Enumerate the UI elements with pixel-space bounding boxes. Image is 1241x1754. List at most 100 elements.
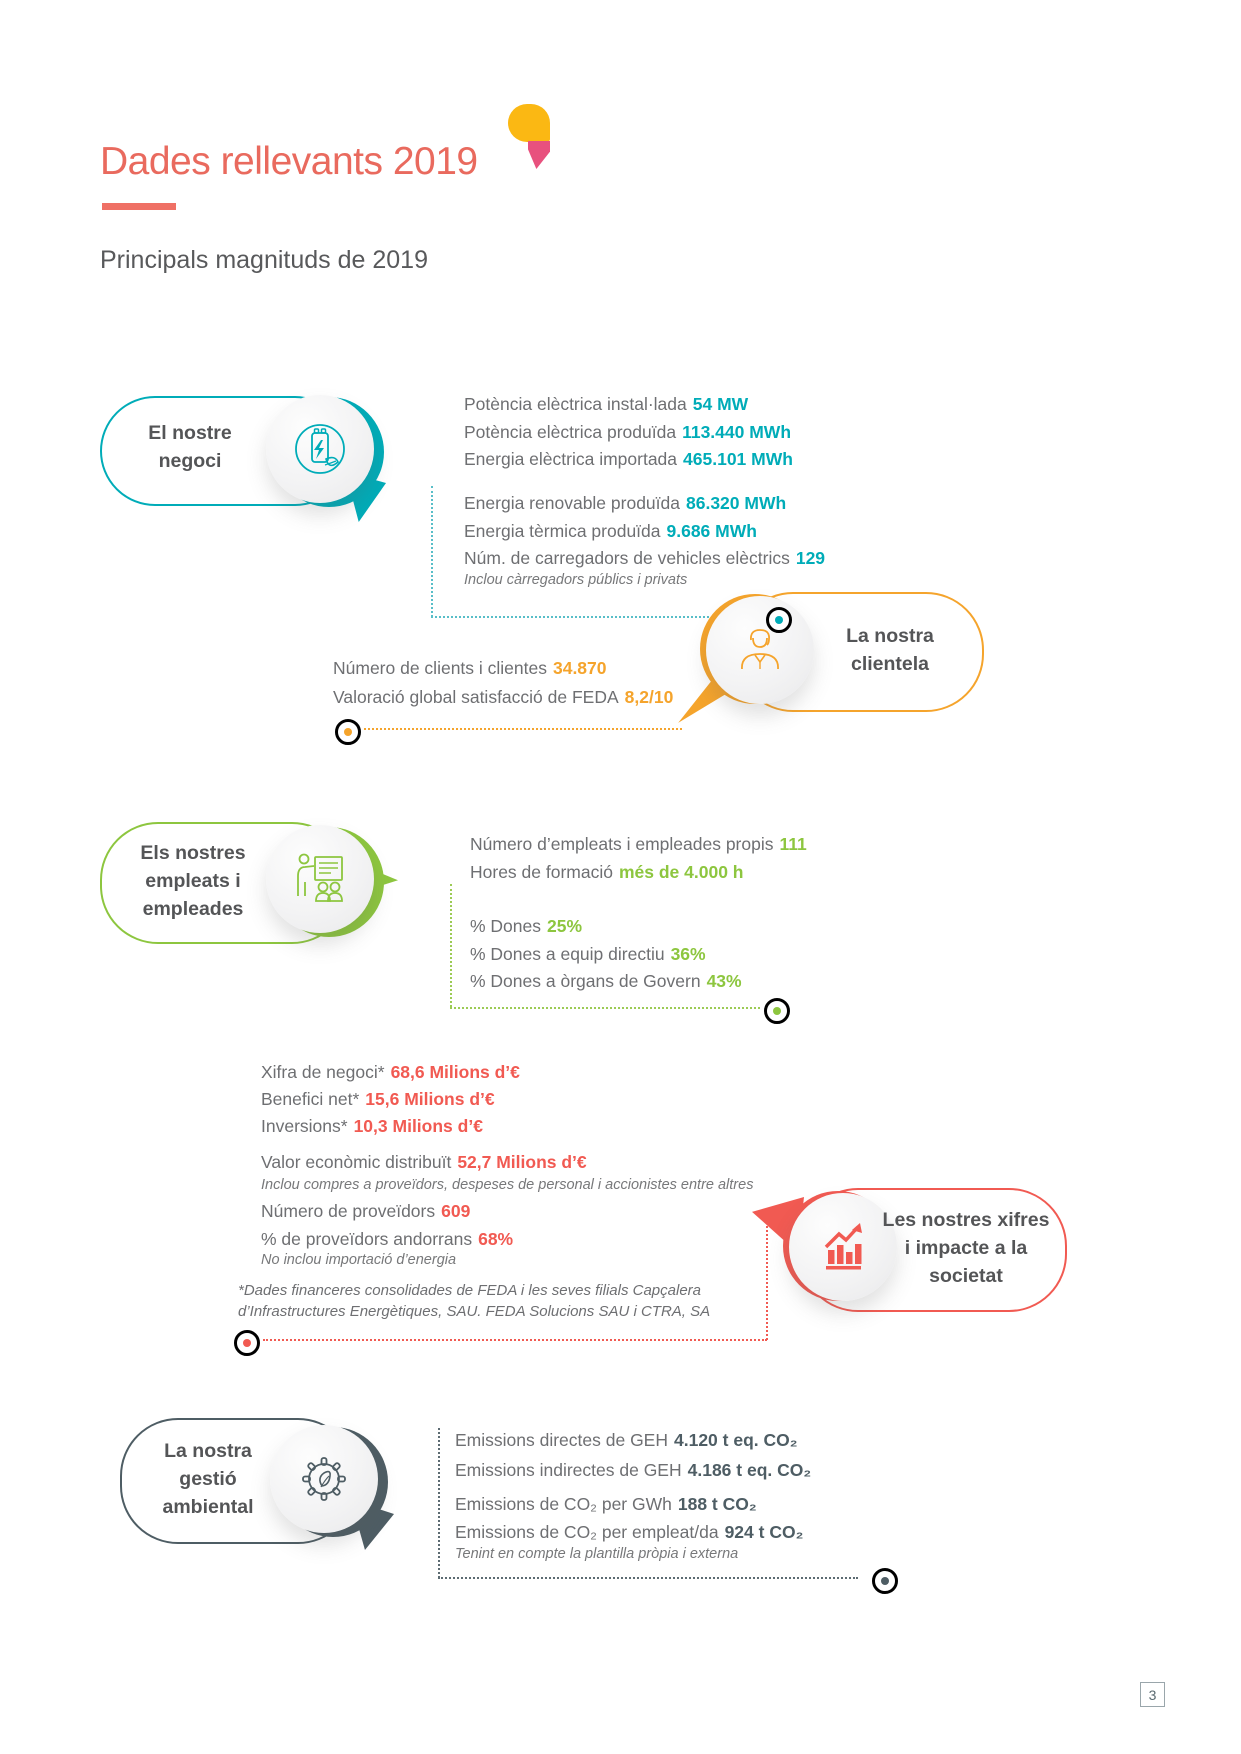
stat-label: Energia tèrmica produïda bbox=[464, 521, 661, 541]
stat-label: Xifra de negoci* bbox=[261, 1062, 385, 1082]
stat-row: Emissions indirectes de GEH 4.186 t eq. C… bbox=[455, 1460, 811, 1481]
stat-row: Benefici net* 15,6 Milions d’€ bbox=[261, 1089, 495, 1110]
stat-row: % Dones a equip directiu 36% bbox=[470, 944, 706, 965]
stat-row: % Dones 25% bbox=[470, 916, 582, 937]
bullseye-marker bbox=[872, 1568, 898, 1594]
stat-note: Inclou càrregadors públics i privats bbox=[464, 572, 688, 588]
stat-value: 36% bbox=[670, 944, 706, 964]
stat-label: Emissions directes de GEH bbox=[455, 1430, 668, 1450]
stat-label: Potència elèctrica produïda bbox=[464, 422, 677, 442]
footnote-line: d’Infrastructures Energètiques, SAU. FED… bbox=[238, 1303, 711, 1320]
stat-row: Energia renovable produïda 86.320 MWh bbox=[464, 493, 786, 514]
bubble-label-negoci: El nostre negoci bbox=[148, 422, 232, 472]
stat-label: % Dones a òrgans de Govern bbox=[470, 971, 701, 991]
stat-label: Núm. de carregadors de vehicles elèctric… bbox=[464, 548, 790, 568]
connector-line bbox=[431, 616, 761, 618]
stat-value: 4.120 t eq. CO₂ bbox=[674, 1430, 798, 1450]
stat-row: % Dones a òrgans de Govern 43% bbox=[470, 971, 742, 992]
footnote-line: *Dades financeres consolidades de FEDA i… bbox=[238, 1282, 702, 1299]
feda-logo-yellow-leaf bbox=[508, 104, 550, 142]
stat-row: Xifra de negoci* 68,6 Milions d’€ bbox=[261, 1062, 520, 1083]
title-underline bbox=[102, 203, 176, 210]
stat-value: 34.870 bbox=[552, 658, 607, 678]
stat-row: % de proveïdors andorrans 68% bbox=[261, 1229, 513, 1250]
stat-value: 111 bbox=[779, 834, 807, 854]
bullseye-marker bbox=[764, 998, 790, 1024]
bubble-circle-ambiental bbox=[270, 1425, 378, 1533]
stat-value: 86.320 MWh bbox=[686, 493, 787, 513]
connector-line bbox=[766, 1213, 768, 1340]
stat-label: Benefici net* bbox=[261, 1089, 360, 1109]
bubble-label-empleats: Els nostres empleats i empleades bbox=[140, 842, 246, 920]
stat-label: Energia renovable produïda bbox=[464, 493, 680, 513]
stat-label: Energia elèctrica importada bbox=[464, 449, 678, 469]
stat-label: % de proveïdors andorrans bbox=[261, 1229, 473, 1249]
bubble-label-clientela: La nostra clientela bbox=[846, 625, 934, 675]
stat-value: 25% bbox=[547, 916, 583, 936]
stat-note: Inclou compres a proveïdors, despeses de… bbox=[261, 1177, 754, 1193]
stat-row: Hores de formació més de 4.000 h bbox=[470, 862, 744, 883]
stat-row: Núm. de carregadors de vehicles elèctric… bbox=[464, 548, 825, 569]
stat-note: No inclou importació d’energia bbox=[261, 1252, 457, 1268]
bullseye-marker bbox=[766, 607, 792, 633]
stat-label: % Dones bbox=[470, 916, 542, 936]
bullseye-marker bbox=[234, 1330, 260, 1356]
stat-value: 10,3 Milions d’€ bbox=[353, 1116, 483, 1136]
stat-label: Hores de formació bbox=[470, 862, 613, 882]
stat-value: 188 t CO₂ bbox=[677, 1494, 757, 1514]
stat-row: Energia tèrmica produïda 9.686 MWh bbox=[464, 521, 757, 542]
stat-label: Valor econòmic distribuït bbox=[261, 1152, 452, 1172]
stat-row: Número d’empleats i empleades propis 111 bbox=[470, 834, 807, 855]
stat-value: 113.440 MWh bbox=[682, 422, 792, 442]
training-people-icon bbox=[297, 853, 343, 902]
bubble-label-xifres: Les nostres xifres i impacte a la societ… bbox=[882, 1209, 1050, 1287]
stat-value: 43% bbox=[706, 971, 742, 991]
bubble-circle-negoci bbox=[266, 395, 374, 503]
stat-label: Valoració global satisfacció de FEDA bbox=[333, 687, 619, 707]
connector-line bbox=[438, 1428, 440, 1578]
stat-value: 8,2/10 bbox=[624, 687, 674, 707]
stat-value: més de 4.000 h bbox=[618, 862, 744, 882]
connector-line bbox=[431, 486, 433, 617]
stat-row: Energia elèctrica importada 465.101 MWh bbox=[464, 449, 793, 470]
stat-row: Potència elèctrica produïda 113.440 MWh bbox=[464, 422, 791, 443]
page-subtitle: Principals magnituds de 2019 bbox=[100, 246, 428, 274]
stat-value: 465.101 MWh bbox=[683, 449, 793, 469]
stat-value: 9.686 MWh bbox=[666, 521, 757, 541]
bubble-circle-clientela bbox=[706, 596, 814, 704]
stat-value: 924 t CO₂ bbox=[724, 1522, 804, 1542]
bar-chart-arrow-icon bbox=[824, 1223, 862, 1270]
connector-line bbox=[263, 1339, 767, 1341]
connector-line bbox=[364, 728, 682, 730]
stat-value: 4.186 t eq. CO₂ bbox=[687, 1460, 812, 1480]
connector-line bbox=[450, 1007, 760, 1009]
stat-note: Tenint en compte la plantilla pròpia i e… bbox=[455, 1546, 739, 1562]
connector-line bbox=[450, 884, 452, 1007]
stat-row: Potència elèctrica instal·lada 54 MW bbox=[464, 394, 748, 415]
stat-row: Número de proveïdors 609 bbox=[261, 1201, 470, 1222]
stat-row: Emissions de CO₂ per GWh 188 t CO₂ bbox=[455, 1494, 757, 1515]
gear-leaf-icon bbox=[302, 1457, 346, 1501]
stat-row: Inversions* 10,3 Milions d’€ bbox=[261, 1116, 483, 1137]
page-title: Dades rellevants 2019 bbox=[100, 140, 478, 183]
stat-label: Número d’empleats i empleades propis bbox=[470, 834, 774, 854]
stat-value: 68% bbox=[478, 1229, 514, 1249]
bullseye-marker bbox=[335, 719, 361, 745]
stat-row: Valor econòmic distribuït 52,7 Milions d’… bbox=[261, 1152, 587, 1173]
stat-value: 54 MW bbox=[692, 394, 749, 414]
connector-line bbox=[438, 1577, 858, 1579]
stat-label: Inversions* bbox=[261, 1116, 348, 1136]
stat-value: 15,6 Milions d’€ bbox=[365, 1089, 495, 1109]
stat-label: Número de proveïdors bbox=[261, 1201, 436, 1221]
stat-row: Emissions de CO₂ per empleat/da 924 t CO₂ bbox=[455, 1522, 803, 1543]
stat-label: Número de clients i clientes bbox=[333, 658, 547, 678]
bubble-circle-xifres bbox=[789, 1193, 897, 1301]
battery-leaf-icon bbox=[295, 424, 345, 474]
page-number: 3 bbox=[1140, 1682, 1165, 1707]
stat-row: Valoració global satisfacció de FEDA 8,2/… bbox=[333, 687, 673, 708]
stat-value: 68,6 Milions d’€ bbox=[390, 1062, 520, 1082]
stat-row: Emissions directes de GEH 4.120 t eq. CO₂ bbox=[455, 1430, 798, 1451]
stat-label: % Dones a equip directiu bbox=[470, 944, 665, 964]
stat-label: Potència elèctrica instal·lada bbox=[464, 394, 687, 414]
